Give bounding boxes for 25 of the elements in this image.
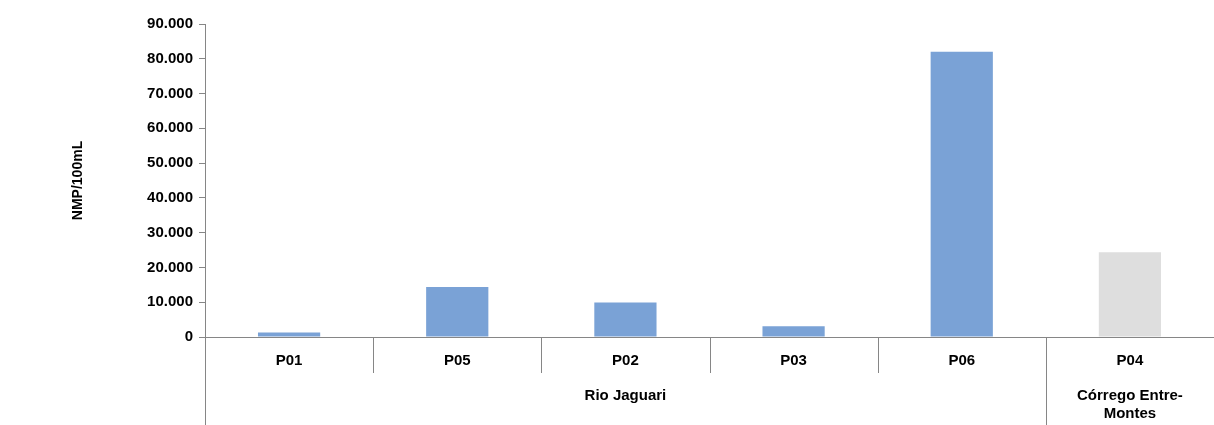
bar	[594, 302, 657, 337]
y-tick-label: 80.000	[147, 48, 193, 66]
y-tick-label: 70.000	[147, 83, 193, 101]
y-tick-label: 40.000	[147, 188, 193, 206]
x-tick-label: P02	[612, 351, 639, 369]
bar	[1098, 252, 1162, 337]
x-tick-label: P06	[948, 351, 976, 369]
x-tick-label: P03	[780, 351, 807, 369]
y-tick-label: 60.000	[147, 118, 193, 136]
y-tick-label: 90.000	[147, 14, 193, 32]
y-axis-title: NMP/100mL	[69, 140, 86, 221]
y-tick-label: 20.000	[147, 257, 193, 275]
text: Rio Jaguari	[584, 386, 667, 404]
y-tick-label: 50.000	[147, 153, 193, 171]
x-tick-label: P01	[275, 351, 303, 369]
text: Córrego Entre-Montes	[1076, 386, 1183, 422]
x-tick-label: P05	[443, 351, 471, 369]
y-tick-label: 30.000	[147, 222, 193, 240]
y-tick-label: 10.000	[147, 292, 193, 310]
bar	[257, 332, 321, 337]
x-tick-label: P04	[1116, 351, 1144, 369]
y-tick-label: 0	[184, 327, 193, 345]
bar	[930, 51, 993, 337]
bar	[426, 286, 489, 337]
bar	[762, 326, 825, 337]
